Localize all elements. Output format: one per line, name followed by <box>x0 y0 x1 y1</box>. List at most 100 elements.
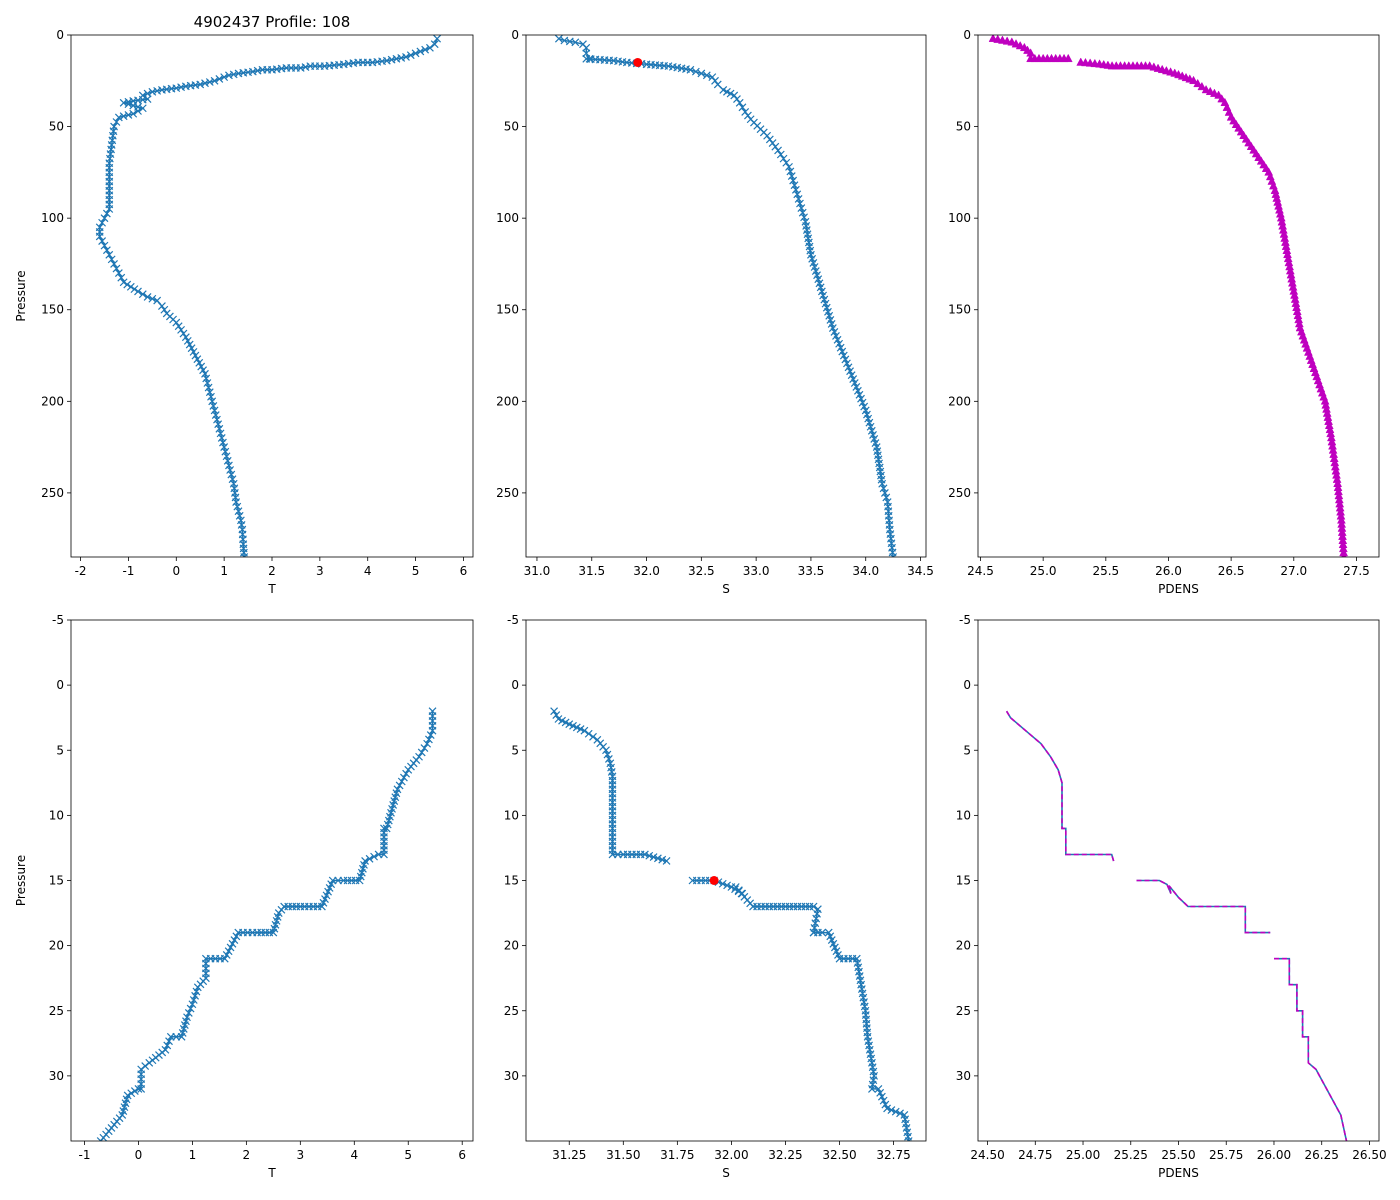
x-tick-label: 34.5 <box>907 564 934 578</box>
data-point <box>165 1037 173 1046</box>
y-tick-label: 10 <box>49 808 64 822</box>
data-point <box>158 302 166 310</box>
data-point <box>160 305 169 314</box>
data-point <box>426 43 434 52</box>
data-point <box>874 1084 883 1093</box>
data-point <box>1189 75 1198 85</box>
data-point <box>186 1004 195 1013</box>
x-tick-label: 2 <box>268 564 276 578</box>
data-point <box>640 850 649 859</box>
data-point <box>172 318 181 327</box>
data-point <box>1063 53 1073 63</box>
y-tick-label: 5 <box>511 743 519 757</box>
x-tick-label: 5 <box>404 1148 412 1162</box>
series-markers <box>988 35 1349 557</box>
data-point <box>741 108 750 116</box>
axes-frame <box>70 34 474 558</box>
data-point <box>205 388 214 397</box>
data-point <box>723 881 732 890</box>
data-point <box>228 939 237 948</box>
data-point <box>879 1096 888 1105</box>
y-tick-label: 200 <box>496 394 519 408</box>
data-point <box>711 76 719 85</box>
data-point <box>148 87 157 96</box>
y-tick-label: 150 <box>41 303 64 317</box>
y-tick-label: 250 <box>948 486 971 500</box>
y-axis-label: Pressure <box>14 270 28 321</box>
y-tick-label: 0 <box>511 28 519 42</box>
data-point <box>400 773 408 782</box>
plot-area <box>1005 710 1348 1141</box>
x-tick-label: 25.75 <box>1209 1148 1243 1162</box>
data-point <box>423 739 432 748</box>
data-point <box>1197 81 1207 91</box>
data-point <box>213 415 221 424</box>
y-tick-label: 250 <box>41 486 64 500</box>
data-point <box>219 438 227 447</box>
x-tick-label: 33.0 <box>743 564 770 578</box>
data-point <box>879 484 888 493</box>
data-point <box>877 1092 886 1101</box>
y-tick-label: 5 <box>963 743 971 757</box>
y-tick-label: 20 <box>49 939 64 953</box>
data-point <box>397 777 406 786</box>
data-point <box>786 167 795 176</box>
data-point <box>730 91 739 100</box>
series-markers <box>550 707 671 865</box>
data-point <box>882 493 891 502</box>
data-point <box>205 78 214 86</box>
data-point <box>102 246 111 255</box>
data-point <box>195 358 204 367</box>
data-point <box>234 928 243 937</box>
x-tick-label: 32.00 <box>714 1148 748 1162</box>
data-point <box>188 1000 197 1009</box>
x-axis-label: PDENS <box>1158 1166 1199 1180</box>
axes-frame <box>525 619 927 1142</box>
y-tick-label: 0 <box>511 678 519 692</box>
series-line <box>692 879 910 1141</box>
data-point <box>130 1087 139 1095</box>
data-point <box>124 111 133 119</box>
y-tick-label: 25 <box>956 1004 971 1018</box>
data-point <box>691 67 700 76</box>
data-point <box>208 397 217 406</box>
x-tick-label: 0 <box>135 1148 143 1162</box>
y-tick-label: 100 <box>948 211 971 225</box>
data-point <box>1341 551 1347 557</box>
highlight-point <box>709 876 719 885</box>
data-point <box>189 996 198 1004</box>
x-tick-label: 31.25 <box>552 1148 586 1162</box>
series-line-dashed <box>1136 879 1271 934</box>
data-point <box>117 273 126 282</box>
x-tick-label: 32.5 <box>688 564 715 578</box>
y-tick-label: 15 <box>504 874 519 888</box>
x-tick-label: 26.50 <box>1352 1148 1386 1162</box>
data-point <box>105 205 114 213</box>
y-tick-label: 0 <box>56 28 64 42</box>
x-axis-label: T <box>267 582 276 596</box>
data-point <box>800 213 809 222</box>
data-point <box>203 379 212 387</box>
data-point <box>209 401 218 410</box>
data-point <box>420 744 429 753</box>
data-point <box>785 162 793 171</box>
data-point <box>228 475 237 484</box>
data-point <box>645 851 654 860</box>
data-point <box>214 420 223 429</box>
series-line <box>1274 957 1348 1141</box>
data-point <box>880 488 889 497</box>
y-tick-label: 200 <box>41 394 64 408</box>
data-point <box>395 781 404 790</box>
data-point <box>227 470 236 479</box>
data-point <box>199 366 208 375</box>
data-point <box>743 111 752 120</box>
y-tick-label: 100 <box>41 211 64 225</box>
x-tick-label: 4 <box>364 564 372 578</box>
x-tick-label: 31.0 <box>524 564 551 578</box>
series-line <box>558 37 894 557</box>
y-tick-label: 0 <box>963 678 971 692</box>
data-point <box>98 218 107 227</box>
data-point <box>102 209 111 218</box>
data-point <box>137 1084 146 1093</box>
